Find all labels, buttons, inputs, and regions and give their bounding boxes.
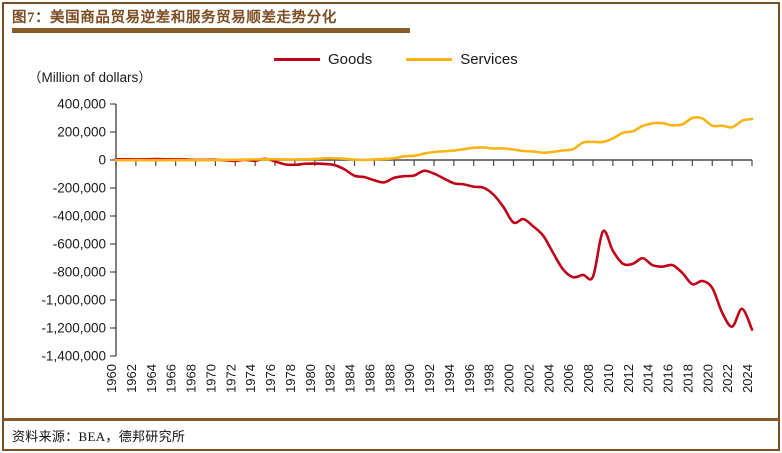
chart-legend: Goods Services	[274, 52, 518, 67]
y-axis-unit-label: （Million of dollars）	[28, 70, 152, 85]
x-axis-tick-label: 2010	[601, 364, 616, 393]
x-axis-tick-label: 1966	[164, 364, 179, 393]
y-axis-tick-label: 0	[98, 153, 106, 168]
x-axis-tick-label: 1980	[303, 364, 318, 393]
legend-swatch-services	[406, 58, 453, 61]
y-axis-tick-label: -1,000,000	[41, 293, 106, 308]
source-note: 资料来源：BEA，德邦研究所	[12, 428, 186, 444]
x-axis-tick-label: 1972	[223, 364, 238, 393]
legend-swatch-goods	[274, 58, 320, 61]
x-axis-tick-label: 2002	[521, 364, 536, 393]
x-axis-tick-label: 1970	[203, 364, 218, 393]
series-line-goods	[114, 157, 754, 331]
x-axis-tick-label: 1982	[323, 364, 338, 393]
y-axis-tick-label: -200,000	[53, 181, 106, 196]
y-axis-tick-label: -800,000	[53, 265, 106, 280]
series-line-services	[114, 116, 754, 162]
y-axis-tick-label: 400,000	[57, 97, 106, 112]
x-axis-tick-label: 2022	[720, 364, 735, 393]
line-chart: 400,000 200,000 0 -200,000 -400,000 -600,000 -…	[41, 97, 755, 393]
x-axis-tick-label: 1962	[124, 364, 139, 393]
figure-title-row: 图7：美国商品贸易逆差和服务贸易顺差走势分化	[4, 4, 778, 28]
legend-label-services: Services	[460, 51, 518, 68]
x-axis-tick-label: 2008	[581, 364, 596, 393]
x-axis-tick-label: 1968	[184, 364, 199, 393]
x-axis-tick-label: 1964	[144, 364, 159, 393]
x-axis-tick-label: 1998	[482, 364, 497, 393]
x-axis-tick-label: 1984	[343, 364, 358, 393]
x-axis-tick-label: 1960	[104, 364, 119, 393]
chart-plot-area: 400,000 200,000 0 -200,000 -400,000 -600,000 -…	[4, 4, 778, 418]
x-axis-tick-label: 1992	[422, 364, 437, 393]
legend-item-goods[interactable]: Goods	[274, 52, 372, 67]
y-axis-tick-label: 200,000	[57, 125, 106, 140]
x-axis-tick-label: 2014	[641, 364, 656, 393]
x-axis-tick-label: 1978	[283, 364, 298, 393]
figure-source-row: 资料来源：BEA，德邦研究所	[4, 421, 778, 449]
y-axis-tick-label: -1,200,000	[41, 321, 106, 336]
x-axis-tick-label: 2006	[561, 364, 576, 393]
legend-label-goods: Goods	[328, 51, 373, 68]
x-axis-tick-label: 1976	[263, 364, 278, 393]
page-title: 图7：美国商品贸易逆差和服务贸易顺差走势分化	[12, 9, 337, 26]
x-axis-tick-label: 1990	[402, 364, 417, 393]
y-axis-tick-label: -1,400,000	[41, 349, 106, 364]
x-axis-tick-label: 2016	[661, 364, 676, 393]
title-underline-rule	[12, 28, 410, 33]
x-axis-tick-label: 2018	[680, 364, 695, 393]
x-axis-tick-label: 2024	[740, 364, 755, 393]
x-axis-tick-label: 1988	[382, 364, 397, 393]
legend-item-services[interactable]: Services	[406, 52, 518, 67]
y-axis-tick-label: -600,000	[53, 237, 106, 252]
x-axis-tick-label: 2004	[541, 364, 556, 393]
x-axis-tick-label: 1986	[362, 364, 377, 393]
x-axis-tick-label: 1994	[442, 364, 457, 393]
x-axis-tick-label: 2020	[700, 364, 715, 393]
x-axis-tick-label: 1974	[243, 364, 258, 393]
x-axis-tick-label: 2000	[502, 364, 517, 393]
x-axis-tick-label: 1996	[462, 364, 477, 393]
y-axis-tick-label: -400,000	[53, 209, 106, 224]
footer-rule	[4, 418, 778, 421]
x-axis-tick-label: 2012	[621, 364, 636, 393]
